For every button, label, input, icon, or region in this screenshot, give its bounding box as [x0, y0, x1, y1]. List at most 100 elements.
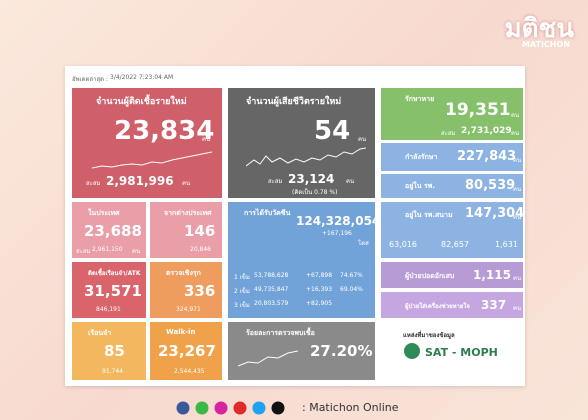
- value: 227,843: [457, 149, 517, 164]
- label: ผู้ป่วยใส่เครื่องช่วยหายใจ: [405, 303, 470, 310]
- vaccine-cell: 53,788,628: [254, 272, 289, 279]
- vaccine-cell: 2 เข็ม: [234, 288, 250, 295]
- label: อยู่ใน รพ.: [405, 182, 435, 190]
- label: Walk-in: [166, 328, 196, 336]
- ventilator-panel: ผู้ป่วยใส่เครื่องช่วยหายใจ 337 คน: [381, 292, 523, 318]
- total: 2,731,029: [461, 126, 512, 136]
- vaccine-cell: 49,735,847: [254, 286, 289, 293]
- vaccine-cell: +82,905: [306, 300, 333, 307]
- daily: +167,196: [322, 230, 352, 237]
- value: 54: [314, 116, 351, 146]
- label: ในประเทศ: [88, 209, 120, 217]
- value: 147,304: [465, 206, 523, 221]
- value: 85: [104, 342, 125, 360]
- label: การได้รับวัคซีน: [244, 209, 291, 217]
- treating-panel: กำลังรักษา 227,843 คน: [381, 143, 523, 171]
- source-label: แหล่งที่มาของข้อมูล: [403, 332, 455, 339]
- recovered-panel: รักษาหาย 19,351 คน สะสม 2,731,029 คน: [381, 88, 523, 140]
- domestic-panel: ในประเทศ 23,688 สะสม 2,961,150 คน: [72, 202, 146, 258]
- label: ผู้ป่วยปอดอักเสบ: [405, 272, 455, 280]
- trend-line: [238, 350, 298, 367]
- label: อยู่ใน รพ.สนาม: [405, 211, 453, 219]
- trend-line: [92, 151, 212, 169]
- unit: โดส: [358, 240, 369, 247]
- new-deaths-panel: จำนวนผู้เสียชีวิตรายใหม่ 54 คน สะสม 23,1…: [228, 88, 375, 198]
- brand-sub: MATICHON: [521, 40, 570, 49]
- positivity-panel: ร้อยละการตรวจพบเชื้อ 27.20%: [228, 322, 375, 380]
- unit: คน: [513, 305, 522, 312]
- total-unit: คน: [346, 178, 355, 185]
- sub-value: 1,631: [495, 240, 518, 249]
- total: 2,961,150: [92, 246, 123, 253]
- unit: คน: [513, 275, 522, 282]
- value: 27.20%: [310, 342, 373, 360]
- total: 2,981,996: [106, 174, 174, 188]
- total-unit: คน: [511, 130, 520, 137]
- value: 23,267: [158, 342, 216, 360]
- unit: คน: [513, 157, 522, 164]
- total: 846,191: [96, 306, 121, 313]
- vaccine-cell: 20,803,579: [254, 300, 289, 307]
- field-hospital-panel: อยู่ใน รพ.สนาม 147,304 คน 63,016 82,657 …: [381, 202, 523, 258]
- label: จากต่างประเทศ: [164, 209, 212, 217]
- value: 336: [184, 282, 216, 300]
- hospital-panel: อยู่ใน รพ. 80,539 คน: [381, 174, 523, 198]
- value: 124,328,054: [296, 214, 375, 228]
- vaccine-cell: 3 เข็ม: [234, 302, 250, 309]
- total-label: สะสม: [86, 180, 101, 187]
- label: ติดเชื้อเรือนจำ/ATK: [88, 270, 141, 277]
- label: เรือนจำ: [88, 329, 112, 337]
- value: 1,115: [473, 268, 511, 282]
- sub-value: 63,016: [389, 240, 417, 249]
- new-cases-panel: จำนวนผู้ติดเชื้อรายใหม่ 23,834 คน สะสม 2…: [72, 88, 222, 198]
- value: 23,834: [114, 116, 215, 146]
- walkin-panel: Walk-in 23,267 2,544,435: [150, 322, 222, 380]
- unit: คน: [202, 136, 211, 143]
- social-icons: [176, 401, 285, 415]
- label: จำนวนผู้ติดเชื้อรายใหม่: [96, 97, 187, 107]
- source-panel: แหล่งที่มาของข้อมูล SAT - MOPH: [381, 322, 523, 380]
- trend-line: [246, 147, 366, 167]
- proactive-panel: ตรวจเชิงรุก 336 324,971: [150, 262, 222, 318]
- total: 2,544,435: [174, 368, 205, 375]
- total: 20,846: [190, 246, 211, 253]
- total-unit: คน: [132, 248, 141, 255]
- total-label: สะสม: [268, 178, 283, 185]
- vaccine-cell: 1 เข็ม: [234, 274, 250, 281]
- sub-value: 82,657: [441, 240, 469, 249]
- source-name: SAT - MOPH: [425, 346, 498, 359]
- value: 337: [481, 298, 507, 312]
- vaccine-cell: +67,898: [306, 272, 333, 279]
- label: ตรวจเชิงรุก: [166, 269, 201, 277]
- total-label: สะสม: [76, 248, 91, 255]
- total: 324,971: [176, 306, 201, 313]
- rate: (คิดเป็น 0.78 %): [292, 189, 338, 196]
- updated-label: อัพเดตล่าสุด :: [72, 76, 108, 83]
- value: 146: [184, 222, 216, 240]
- total-unit: คน: [182, 180, 191, 187]
- total-label: สะสม: [441, 130, 456, 137]
- vaccine-cell: 74.67%: [340, 272, 363, 279]
- unit: คน: [513, 214, 522, 221]
- unit: คน: [513, 186, 522, 193]
- total: 23,124: [288, 172, 335, 186]
- value: 31,571: [84, 282, 142, 300]
- unit: คน: [358, 136, 367, 143]
- total: 91,744: [102, 368, 123, 375]
- brand: มติชน: [504, 14, 574, 44]
- atk-panel: ติดเชื้อเรือนจำ/ATK 31,571 846,191: [72, 262, 146, 318]
- vaccine-cell: 69.04%: [340, 286, 363, 293]
- value: 23,688: [84, 222, 142, 240]
- value: 80,539: [465, 178, 516, 193]
- label: รักษาหาย: [405, 95, 435, 103]
- label: กำลังรักษา: [405, 153, 438, 161]
- updated: 3/4/2022 7:23:04 AM: [110, 74, 174, 81]
- vaccine-panel: การได้รับวัคซีน 124,328,054 +167,196 โดส…: [228, 202, 375, 318]
- label: จำนวนผู้เสียชีวิตรายใหม่: [246, 97, 342, 107]
- moph-logo: [404, 343, 420, 359]
- unit: คน: [511, 112, 520, 119]
- label: ร้อยละการตรวจพบเชื้อ: [246, 329, 315, 337]
- value: 19,351: [445, 100, 511, 120]
- imported-panel: จากต่างประเทศ 146 20,846: [150, 202, 222, 258]
- pneumonia-panel: ผู้ป่วยปอดอักเสบ 1,115 คน: [381, 262, 523, 288]
